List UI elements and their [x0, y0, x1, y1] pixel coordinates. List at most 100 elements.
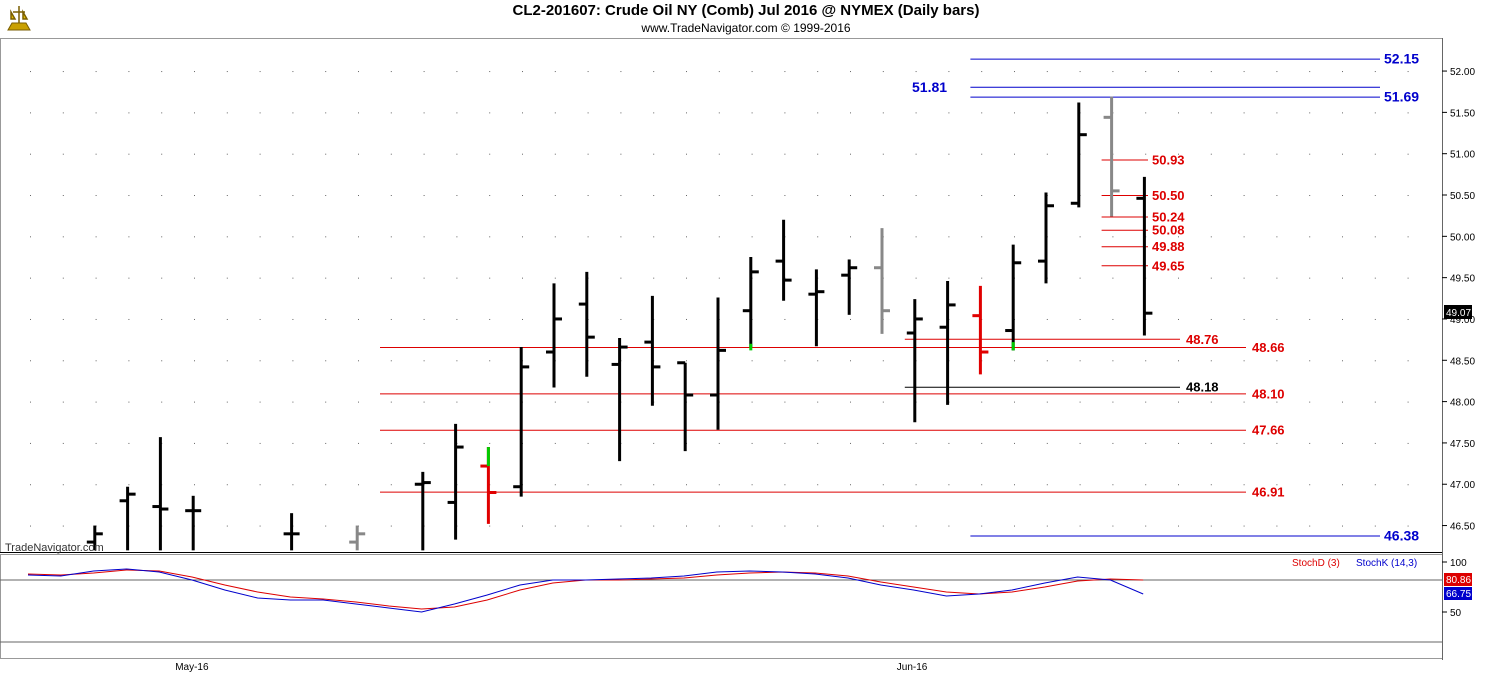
- grid-dot: [1374, 112, 1376, 114]
- ohlc-bar: [86, 525, 103, 551]
- grid-dot: [981, 525, 983, 527]
- grid-dot: [62, 484, 64, 486]
- grid-dot: [1046, 442, 1048, 444]
- grid-dot: [423, 318, 425, 320]
- grid-dot: [1342, 525, 1343, 527]
- grid-dot: [1407, 153, 1409, 155]
- grid-dot: [226, 153, 228, 155]
- grid-dot: [423, 153, 425, 155]
- ohlc-bar: [119, 486, 136, 551]
- grid-dot: [948, 71, 950, 73]
- grid-dot: [948, 236, 950, 238]
- level-label: 50.50: [1152, 188, 1185, 203]
- last-price-label: 49.07: [1446, 308, 1471, 319]
- grid-dot: [194, 195, 195, 197]
- grid-dot: [653, 442, 655, 444]
- grid-dot: [817, 71, 819, 73]
- grid-dot: [653, 153, 655, 155]
- grid-dot: [128, 195, 130, 197]
- grid-dot: [128, 236, 130, 238]
- grid-dot: [653, 71, 655, 73]
- grid-dot: [1014, 484, 1015, 486]
- grid-dot: [850, 360, 851, 362]
- grid-dot: [1178, 153, 1179, 155]
- grid-dot: [358, 401, 359, 403]
- grid-dot: [587, 236, 589, 238]
- price-tick-label: 50.00: [1450, 232, 1475, 243]
- legend-stochk: StochK (14,3): [1356, 558, 1417, 569]
- price-axis-ticks: 46.50 47.00 47.50 48.00 48.50 49.00 49.50 50.00…: [1442, 67, 1475, 533]
- grid-dot: [1374, 401, 1376, 403]
- grid-dot: [226, 318, 228, 320]
- grid-dot: [259, 401, 261, 403]
- grid-dot: [194, 360, 195, 362]
- grid-dot: [1407, 277, 1409, 279]
- grid-dot: [1276, 153, 1278, 155]
- grid-dot: [259, 484, 261, 486]
- grid-dot: [1243, 442, 1245, 444]
- grid-dot: [653, 277, 655, 279]
- grid-dot: [161, 236, 163, 238]
- grid-dot: [1210, 401, 1212, 403]
- ohlc-bar: [578, 271, 595, 377]
- grid-dot: [30, 153, 31, 155]
- grid-dot: [554, 442, 556, 444]
- grid-dot: [850, 525, 851, 527]
- ohlc-bar: [349, 525, 366, 551]
- grid-dot: [620, 277, 622, 279]
- grid-dot: [1178, 112, 1179, 114]
- grid-dot: [489, 360, 491, 362]
- grid-dot: [30, 318, 31, 320]
- grid-dot: [1243, 525, 1245, 527]
- grid-dot: [95, 153, 97, 155]
- grid-dot: [850, 153, 851, 155]
- grid-dot: [226, 236, 228, 238]
- grid-dot: [817, 360, 819, 362]
- grid-dot: [850, 236, 851, 238]
- grid-dot: [981, 71, 983, 73]
- grid-dot: [882, 401, 884, 403]
- ohlc-bar: [677, 361, 694, 452]
- grid-dot: [751, 195, 753, 197]
- level-label: 48.18: [1186, 380, 1219, 395]
- grid-dot: [718, 442, 720, 444]
- grid-dot: [981, 112, 983, 114]
- grid-dot: [1276, 318, 1278, 320]
- grid-dot: [587, 525, 589, 527]
- grid-dot: [128, 360, 130, 362]
- grid-dot: [1112, 318, 1114, 320]
- grid-dot: [1309, 442, 1311, 444]
- grid-dot: [456, 195, 458, 197]
- grid-dot: [456, 318, 458, 320]
- grid-dot: [1178, 195, 1179, 197]
- grid-dot: [882, 525, 884, 527]
- grid-dot: [161, 277, 163, 279]
- stochk-last-value: 66.75: [1446, 589, 1471, 600]
- grid-dot: [1309, 71, 1311, 73]
- grid-dot: [620, 153, 622, 155]
- grid-dot: [423, 112, 425, 114]
- ohlc-bar: [1005, 244, 1022, 351]
- grid-dot: [1210, 195, 1212, 197]
- grid-dot: [915, 277, 917, 279]
- date-label: May-16: [175, 662, 209, 673]
- grid-dot: [653, 236, 655, 238]
- grid-dot: [259, 442, 261, 444]
- grid-dot: [456, 360, 458, 362]
- trade-navigator-logo-icon: [7, 6, 31, 31]
- grid-dot: [784, 318, 786, 320]
- grid-dot: [1276, 277, 1278, 279]
- grid-dot: [259, 195, 261, 197]
- grid-dot: [62, 71, 64, 73]
- ohlc-bar: [874, 228, 890, 334]
- grid-dot: [423, 442, 425, 444]
- grid-dot: [1374, 442, 1376, 444]
- grid-dot: [390, 195, 392, 197]
- grid-dot: [653, 525, 655, 527]
- grid-dot: [882, 484, 884, 486]
- grid-dot: [587, 195, 589, 197]
- grid-dot: [1276, 442, 1278, 444]
- grid-dot: [587, 484, 589, 486]
- grid-dot: [1046, 153, 1048, 155]
- grid-dot: [1342, 360, 1343, 362]
